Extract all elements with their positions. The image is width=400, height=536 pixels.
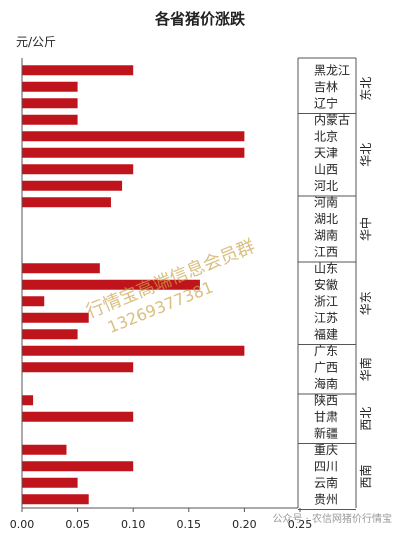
province-label: 湖南	[314, 227, 338, 242]
province-label: 江西	[314, 245, 338, 259]
province-label: 山西	[314, 162, 338, 176]
bar	[22, 197, 111, 208]
unit-label: 元/公斤	[16, 35, 56, 49]
province-label: 河南	[314, 194, 338, 209]
region-label: 华中	[358, 217, 373, 241]
province-label: 山东	[314, 261, 338, 275]
province-label: 福建	[314, 326, 338, 341]
bar	[22, 494, 89, 505]
bar	[22, 263, 100, 274]
region-label: 西北	[359, 407, 373, 431]
x-tick-label: 0.00	[10, 518, 35, 531]
province-label: 内蒙古	[314, 112, 350, 127]
province-label: 安徽	[314, 277, 338, 292]
province-label: 黑龙江	[314, 63, 350, 77]
region-label: 东北	[359, 77, 373, 101]
footer-credit: 公众号 · 农信网猪价行情宝	[272, 512, 392, 525]
bar	[22, 411, 134, 422]
bar	[22, 461, 134, 472]
bar	[22, 312, 89, 323]
province-label: 湖北	[314, 211, 338, 226]
province-label: 贵州	[314, 492, 338, 506]
x-tick-label: 0.05	[65, 518, 90, 531]
province-label: 江苏	[314, 311, 338, 325]
x-tick-label: 0.20	[232, 518, 257, 531]
region-label: 华东	[359, 291, 373, 315]
province-label: 重庆	[314, 443, 338, 457]
bar	[22, 296, 45, 307]
province-label: 北京	[314, 129, 338, 143]
bar	[22, 131, 245, 142]
bar	[22, 98, 78, 109]
bar	[22, 279, 200, 290]
province-label: 辽宁	[314, 95, 338, 110]
bar	[22, 362, 134, 373]
x-tick-label: 0.25	[288, 518, 313, 531]
province-label: 天津	[314, 146, 338, 160]
x-tick-label: 0.15	[177, 518, 202, 531]
province-label: 广西	[314, 360, 338, 374]
bars-layer	[22, 65, 245, 505]
bar	[22, 329, 78, 340]
province-label: 浙江	[314, 294, 338, 308]
bar	[22, 444, 67, 455]
bar	[22, 477, 78, 488]
province-label: 云南	[314, 475, 338, 490]
province-label: 河北	[314, 179, 338, 193]
bar	[22, 180, 123, 191]
region-label: 华南	[358, 357, 373, 381]
bar	[22, 345, 245, 356]
province-label: 新疆	[314, 425, 338, 440]
x-tick-label: 0.10	[121, 518, 146, 531]
chart-title: 各省猪价涨跌	[154, 10, 246, 28]
bar	[22, 114, 78, 125]
bar	[22, 81, 78, 92]
province-label: 海南	[314, 376, 338, 391]
bar	[22, 65, 134, 76]
region-label: 西南	[358, 464, 373, 488]
province-label: 四川	[314, 459, 338, 473]
province-label: 甘肃	[314, 410, 338, 424]
province-label: 吉林	[314, 80, 338, 94]
bar	[22, 164, 134, 175]
province-label: 陕西	[314, 392, 338, 407]
province-label: 广东	[314, 344, 338, 358]
axes-layer: 0.00 0.05 0.10 0.15 0.20 0.25	[10, 57, 357, 531]
region-label: 华北	[359, 143, 373, 167]
bar	[22, 147, 245, 158]
bar	[22, 395, 34, 406]
